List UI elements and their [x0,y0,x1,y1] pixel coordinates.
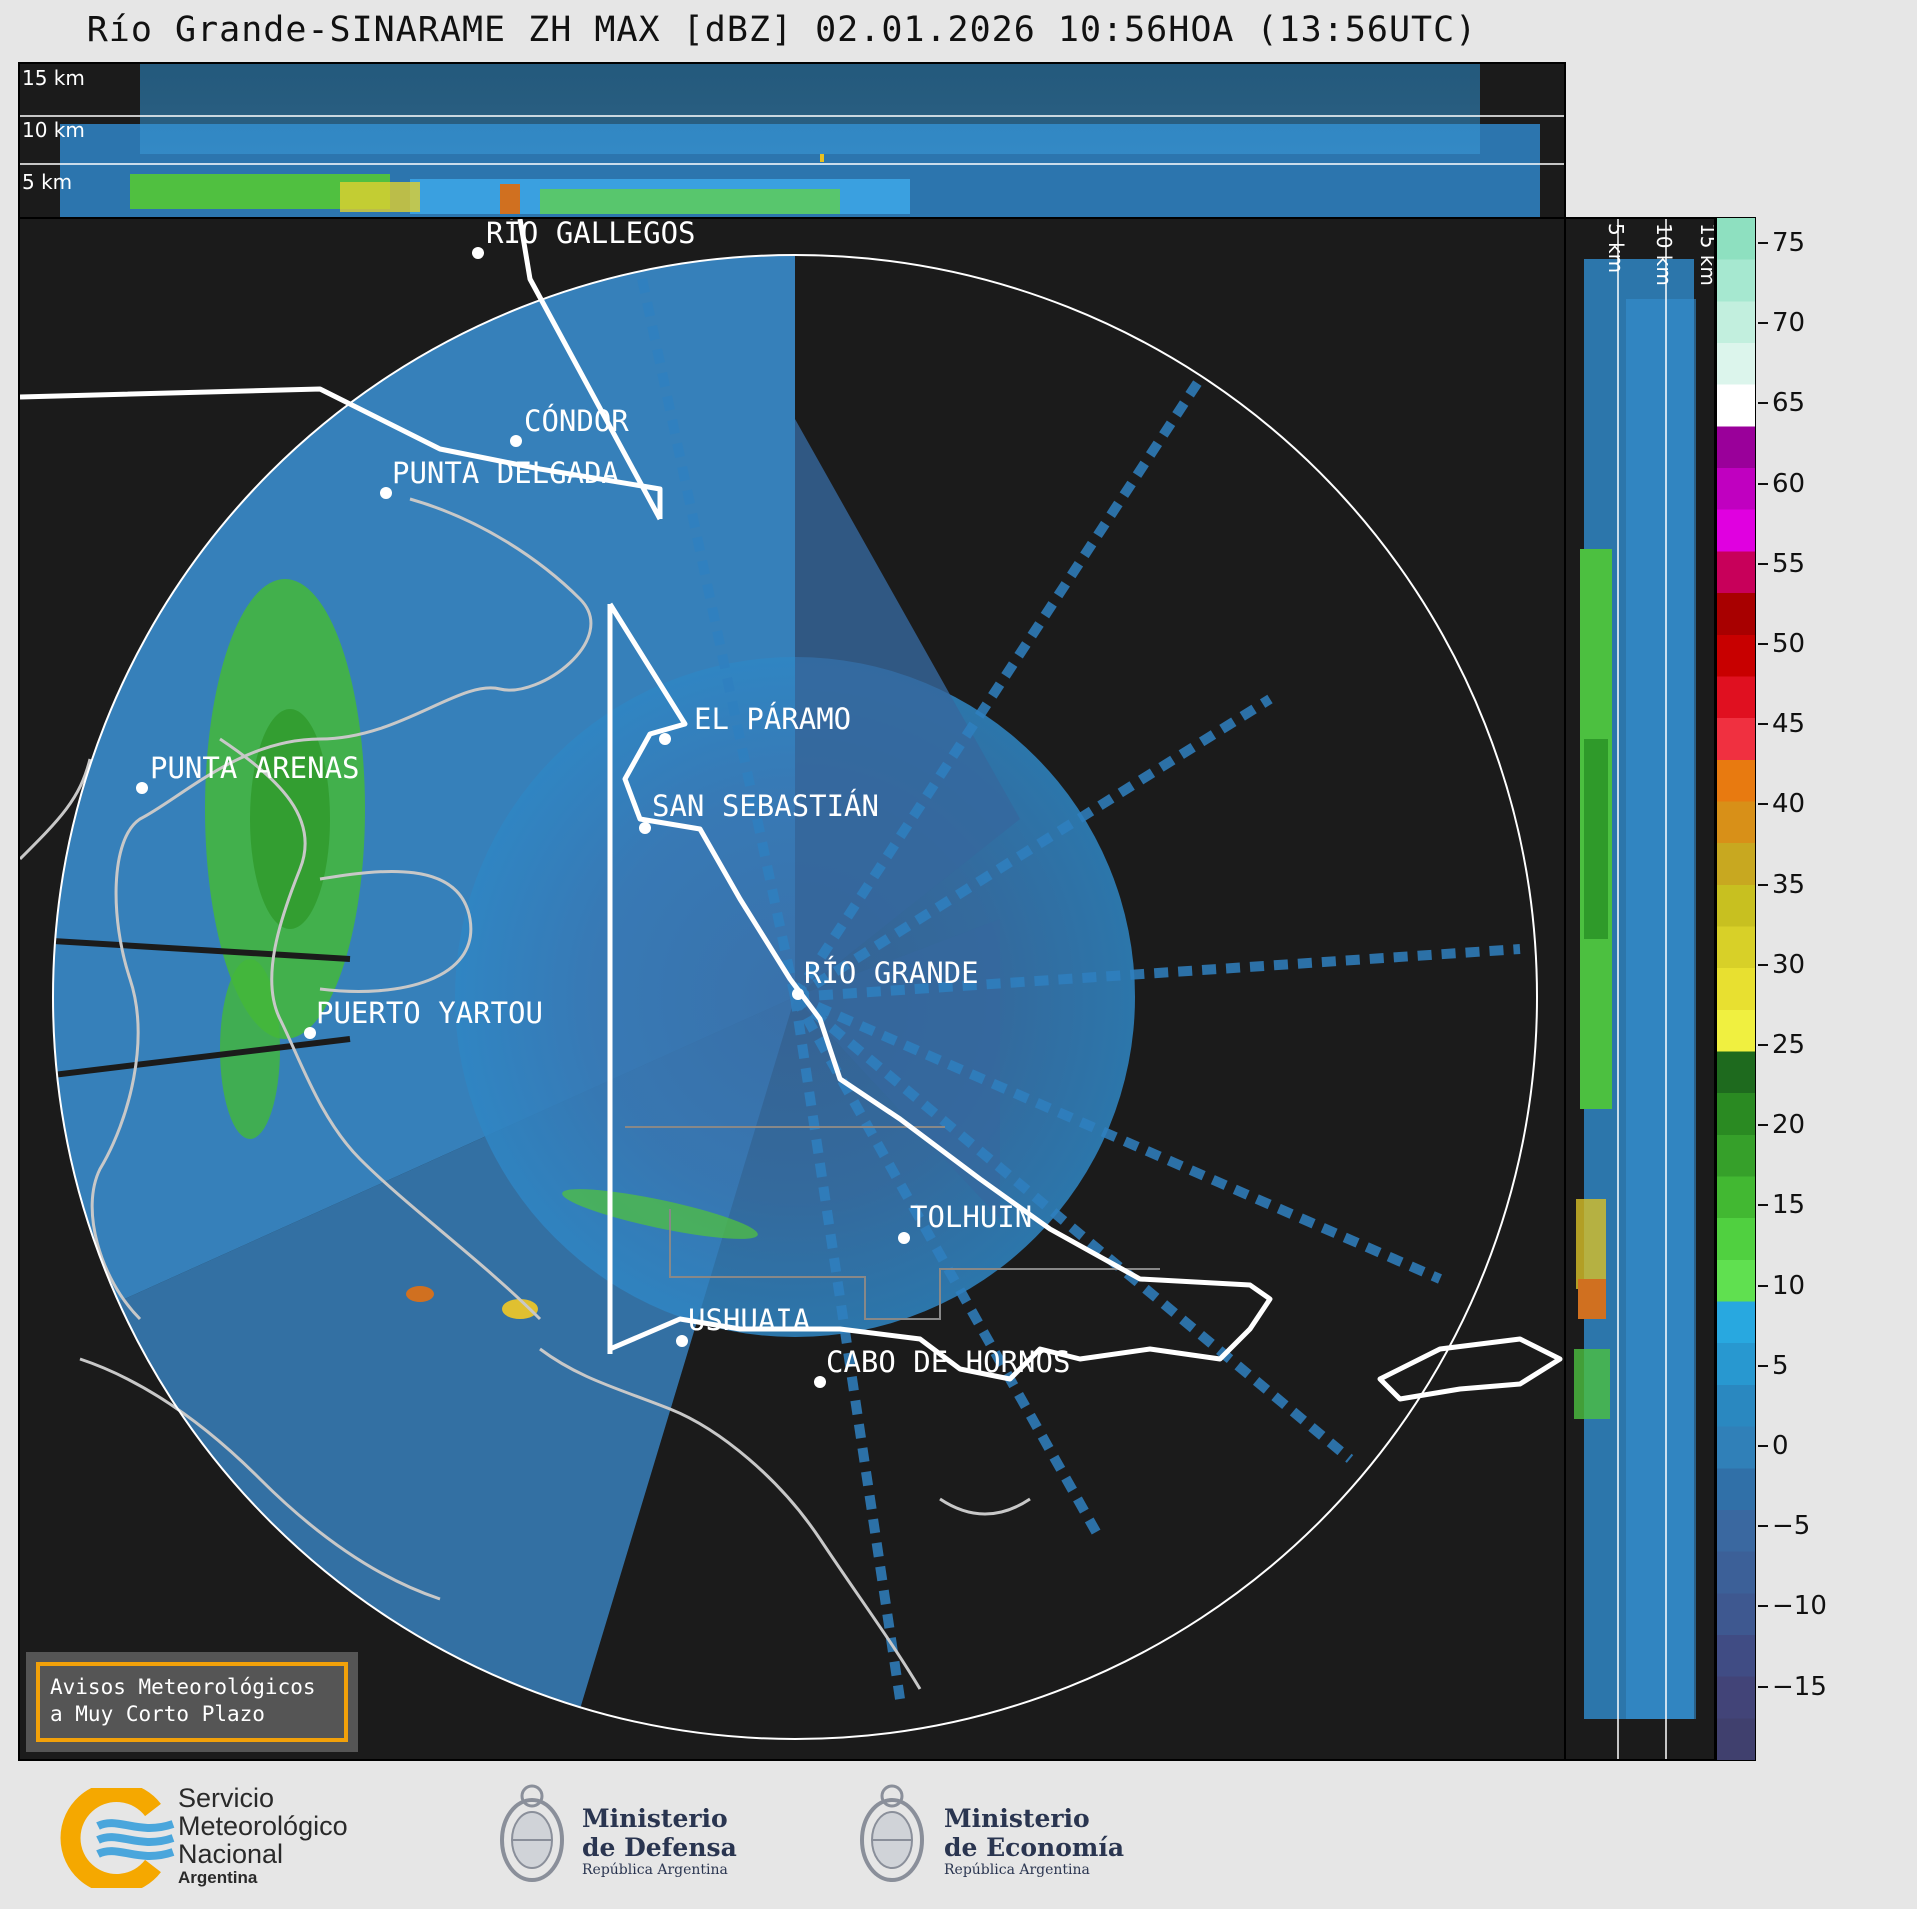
smn-logo-text: Servicio Meteorológico Nacional Argentin… [178,1784,348,1888]
colorbar-tick [1758,883,1768,886]
colorbar-tick-label: 75 [1772,228,1806,258]
alert-line-2: a Muy Corto Plazo [50,1702,265,1726]
colorbar-tick [1758,963,1768,966]
coat-of-arms-icon [500,1784,564,1882]
colorbar-tick-label: 0 [1772,1431,1789,1461]
side-cross-section: 5 km 10 km 15 km [1564,217,1716,1761]
argentina-seal-icon [494,1776,570,1900]
city-label-san-sebastian: SAN SEBASTIÁN [652,789,879,823]
colorbar-tick [1758,1364,1768,1367]
colorbar-tick [1758,1525,1768,1528]
colorbar-tick-label: −5 [1772,1511,1811,1542]
smn-logo-icon [60,1782,175,1894]
economia-line-2: de Economía [944,1833,1125,1862]
colorbar-tick-label: 10 [1772,1270,1806,1301]
city-label-tolhuin: TOLHUIN [910,1200,1032,1234]
side-cross-section-echo [1574,219,1696,1759]
colorbar-tick [1758,1044,1768,1046]
altitude-label: 10 km [1652,223,1676,286]
colorbar-tick-label: −10 [1772,1591,1827,1622]
page-title: Río Grande-SINARAME ZH MAX [dBZ] 02.01.2… [86,10,1478,50]
colorbar-tick [1758,643,1768,645]
colorbar-tick [1758,562,1768,565]
colorbar-tick [1758,1124,1768,1127]
radar-map-canvas: RÍO GALLEGOS CÓNDOR PUNTA DELGADA EL PÁR… [20,219,1563,1740]
coat-of-arms-icon [860,1784,924,1882]
smn-line-3: Nacional [178,1839,284,1869]
city-label-el-paramo: EL PÁRAMO [694,702,851,736]
alert-box-frame: Avisos Meteorológicos a Muy Corto Plazo [36,1662,348,1742]
argentina-seal-icon [854,1776,930,1900]
colorbar-tick [1758,482,1768,485]
defensa-line-1: Ministerio [582,1804,728,1833]
colorbar-tick-label: 30 [1772,949,1806,980]
city-label-puerto-yartou: PUERTO YARTOU [316,996,543,1030]
defensa-logo-text: Ministerio de Defensa República Argentin… [582,1804,737,1878]
smn-line-4: Argentina [178,1868,258,1887]
economia-line-3: República Argentina [944,1862,1090,1878]
city-label-ushuaia: USHUAIA [688,1303,810,1337]
altitude-label: 5 km [1604,223,1628,274]
colorbar-tick [1758,322,1768,325]
city-label-rio-gallegos: RÍO GALLEGOS [486,219,696,250]
altitude-label: 15 km [22,66,85,90]
alert-box: Avisos Meteorológicos a Muy Corto Plazo [26,1652,358,1752]
city-label-condor: CÓNDOR [524,404,629,438]
economia-logo-text: Ministerio de Economía República Argenti… [944,1804,1124,1878]
city-label-cabo-de-hornos: CABO DE HORNOS [826,1345,1070,1379]
city-label-punta-delgada: PUNTA DELGADA [392,456,619,490]
range-ring [52,254,1538,1740]
altitude-label: 5 km [22,170,73,194]
city-label-rio-grande: RÍO GRANDE [804,956,979,990]
altitude-label: 15 km [1696,223,1716,286]
colorbar-tick-label: 40 [1772,789,1806,820]
defensa-line-2: de Defensa [582,1833,737,1862]
colorbar-tick-label: 50 [1772,629,1806,659]
smn-line-1: Servicio [178,1783,275,1813]
colorbar-tick [1758,803,1768,806]
city-markers [136,247,910,1388]
colorbar-tick [1758,1284,1768,1287]
colorbar [1716,217,1756,1761]
altitude-label: 10 km [22,118,85,142]
colorbar-tick-label: 25 [1772,1030,1806,1060]
colorbar-tick-label: 20 [1772,1110,1806,1141]
coastline [20,497,1031,1690]
radar-map: RÍO GALLEGOS CÓNDOR PUNTA DELGADA EL PÁR… [18,217,1566,1761]
colorbar-tick [1758,1685,1768,1688]
smn-logo [58,1782,178,1894]
colorbar-tick-label: 55 [1772,548,1806,579]
colorbar-tick-label: 5 [1772,1350,1789,1381]
colorbar-tick [1758,1445,1768,1447]
international-border [20,219,1563,1402]
colorbar-tick [1758,723,1768,726]
colorbar-tick [1758,1605,1768,1608]
colorbar-tick-label: 15 [1772,1190,1806,1221]
colorbar-tick-label: 65 [1772,388,1806,419]
smn-line-2: Meteorológico [178,1811,348,1841]
colorbar-tick [1758,402,1768,405]
top-cross-section: 15 km 10 km 5 km [18,62,1566,219]
colorbar-tick-label: 60 [1772,468,1806,499]
colorbar-tick-label: −15 [1772,1671,1827,1702]
colorbar-tick-label: 70 [1772,308,1806,339]
defensa-line-3: República Argentina [582,1862,728,1878]
colorbar-tick [1758,1204,1768,1207]
reflectivity-field [53,255,1521,1709]
city-labels: RÍO GALLEGOS CÓNDOR PUNTA DELGADA EL PÁR… [150,219,1070,1379]
economia-line-1: Ministerio [944,1804,1090,1833]
colorbar-tick-label: 35 [1772,869,1806,900]
province-border [625,1126,1160,1320]
top-cross-section-echo [20,64,1564,217]
colorbar-tick [1758,242,1768,244]
colorbar-tick-label: 45 [1772,709,1806,740]
city-label-punta-arenas: PUNTA ARENAS [150,751,360,785]
alert-line-1: Avisos Meteorológicos [50,1675,316,1699]
